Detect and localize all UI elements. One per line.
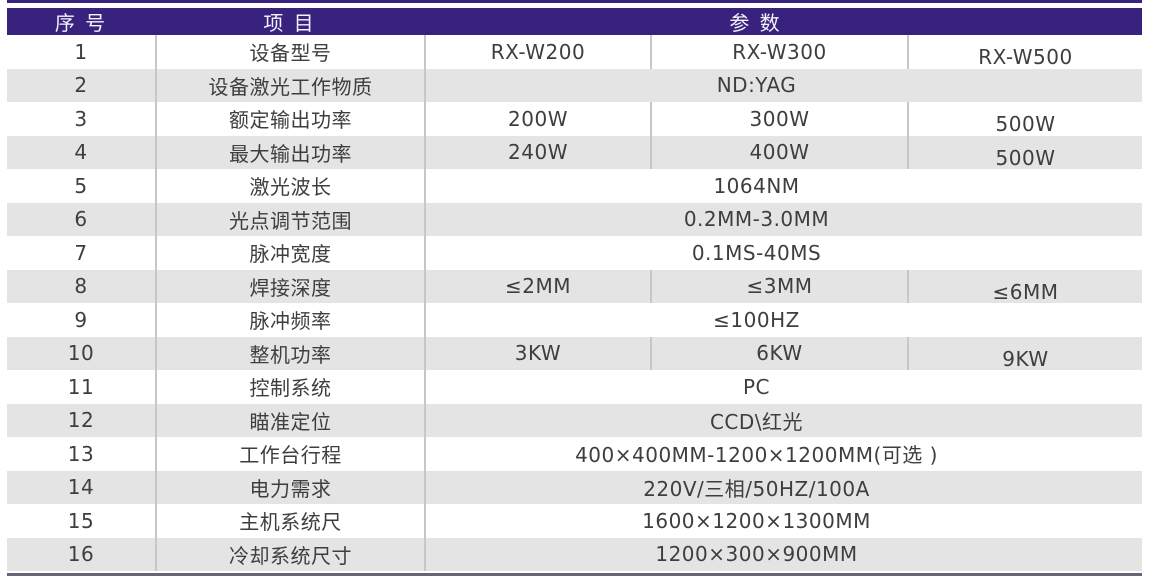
serial-number-cell: 14 bbox=[67, 475, 95, 500]
parameter-span-cell: 1200×300×900MM bbox=[424, 537, 1142, 571]
serial-number-cell: 9 bbox=[74, 307, 88, 332]
item-name-cell: 脉冲频率 bbox=[155, 303, 424, 337]
table-row: 6 光点调节范围 0.2MM-3.0MM bbox=[7, 202, 1142, 236]
table-row: 2 设备激光工作物质 ND:YAG bbox=[7, 68, 1142, 102]
parameter-cell: RX-W300 bbox=[650, 35, 907, 69]
item-name-cell: 光点调节范围 bbox=[155, 202, 424, 236]
item-name-cell: 电力需求 bbox=[155, 470, 424, 504]
table-row: 15 主机系统尺 1600×1200×1300MM bbox=[7, 504, 1142, 538]
parameter-cell: 400W bbox=[650, 135, 907, 169]
serial-number-cell: 13 bbox=[67, 441, 95, 466]
item-name-cell: 焊接深度 bbox=[155, 269, 424, 303]
table-row: 10 整机功率 3KW 6KW 9KW bbox=[7, 336, 1142, 371]
parameter-cell: RX-W500 bbox=[907, 35, 1142, 69]
table-row: 12 瞄准定位 CCD\红光 bbox=[7, 403, 1142, 437]
parameter-cell: 500W bbox=[907, 102, 1142, 136]
table-row: 9 脉冲频率 ≤100HZ bbox=[7, 303, 1142, 337]
serial-number-cell: 16 bbox=[67, 542, 95, 567]
header-serial-number: 序 号 bbox=[54, 11, 108, 35]
parameter-span-cell: CCD\红光 bbox=[424, 403, 1142, 437]
serial-number-cell: 1 bbox=[74, 39, 88, 64]
table-row: 7 脉冲宽度 0.1MS-40MS bbox=[7, 236, 1142, 270]
serial-number-cell: 15 bbox=[67, 508, 95, 533]
table-header-row: 序 号 项 目 参 数 bbox=[7, 8, 1142, 35]
table-row: 4 最大输出功率 240W 400W 500W bbox=[7, 135, 1142, 170]
item-name-cell: 瞄准定位 bbox=[155, 403, 424, 437]
header-parameters: 参 数 bbox=[729, 11, 782, 35]
item-name-cell: 设备激光工作物质 bbox=[155, 68, 424, 102]
serial-number-cell: 5 bbox=[74, 173, 88, 198]
header-item: 项 目 bbox=[263, 11, 316, 35]
table-row: 14 电力需求 220V/三相/50HZ/100A bbox=[7, 470, 1142, 504]
parameter-cell: 3KW bbox=[424, 336, 650, 370]
serial-number-cell: 3 bbox=[74, 106, 88, 131]
top-border-line bbox=[7, 0, 1142, 3]
table-row: 13 工作台行程 400×400MM-1200×1200MM(可选 ) bbox=[7, 437, 1142, 471]
serial-number-cell: 7 bbox=[74, 240, 88, 265]
item-name-cell: 设备型号 bbox=[155, 35, 424, 69]
table-row: 11 控制系统 PC bbox=[7, 370, 1142, 404]
parameter-cell: ≤2MM bbox=[424, 269, 650, 303]
table-row: 3 额定输出功率 200W 300W 500W bbox=[7, 102, 1142, 136]
parameter-span-cell: 220V/三相/50HZ/100A bbox=[424, 470, 1142, 504]
parameter-cell: ≤3MM bbox=[650, 269, 907, 303]
item-name-cell: 整机功率 bbox=[155, 336, 424, 370]
parameter-span-cell: 400×400MM-1200×1200MM(可选 ) bbox=[424, 437, 1142, 471]
parameter-cell: ≤6MM bbox=[907, 269, 1142, 304]
item-name-cell: 激光波长 bbox=[155, 169, 424, 203]
serial-number-cell: 6 bbox=[74, 207, 88, 232]
bottom-border-line bbox=[7, 573, 1142, 576]
parameter-span-cell: 1600×1200×1300MM bbox=[424, 504, 1142, 538]
parameter-cell: 240W bbox=[424, 135, 650, 169]
table-row: 5 激光波长 1064NM bbox=[7, 169, 1142, 203]
parameter-span-cell: 0.2MM-3.0MM bbox=[424, 202, 1142, 236]
parameter-span-cell: PC bbox=[424, 370, 1142, 404]
serial-number-cell: 2 bbox=[74, 73, 88, 98]
parameter-span-cell: 0.1MS-40MS bbox=[424, 236, 1142, 270]
item-name-cell: 额定输出功率 bbox=[155, 102, 424, 136]
parameter-cell: 300W bbox=[650, 102, 907, 136]
serial-number-cell: 11 bbox=[67, 374, 95, 399]
item-name-cell: 冷却系统尺寸 bbox=[155, 537, 424, 571]
serial-number-cell: 8 bbox=[74, 274, 88, 299]
item-name-cell: 最大输出功率 bbox=[155, 135, 424, 169]
parameter-span-cell: ND:YAG bbox=[424, 68, 1142, 102]
item-name-cell: 脉冲宽度 bbox=[155, 236, 424, 270]
serial-number-cell: 10 bbox=[67, 341, 95, 366]
parameter-cell: RX-W200 bbox=[424, 35, 650, 69]
table-body: 1 设备型号 RX-W200 RX-W300 RX-W500 2 设备激光工作物质 … bbox=[7, 35, 1142, 571]
serial-number-cell: 12 bbox=[67, 408, 95, 433]
item-name-cell: 主机系统尺 bbox=[155, 504, 424, 538]
serial-number-cell: 4 bbox=[74, 140, 88, 165]
parameter-cell: 6KW bbox=[650, 336, 907, 370]
parameter-span-cell: ≤100HZ bbox=[424, 303, 1142, 337]
table-row: 1 设备型号 RX-W200 RX-W300 RX-W500 bbox=[7, 35, 1142, 69]
item-name-cell: 控制系统 bbox=[155, 370, 424, 404]
table-row: 8 焊接深度 ≤2MM ≤3MM ≤6MM bbox=[7, 269, 1142, 304]
parameter-cell: 500W bbox=[907, 135, 1142, 170]
item-name-cell: 工作台行程 bbox=[155, 437, 424, 471]
parameter-cell: 200W bbox=[424, 102, 650, 136]
table-row: 16 冷却系统尺寸 1200×300×900MM bbox=[7, 537, 1142, 571]
parameter-span-cell: 1064NM bbox=[424, 169, 1142, 203]
parameter-cell: 9KW bbox=[907, 336, 1142, 371]
